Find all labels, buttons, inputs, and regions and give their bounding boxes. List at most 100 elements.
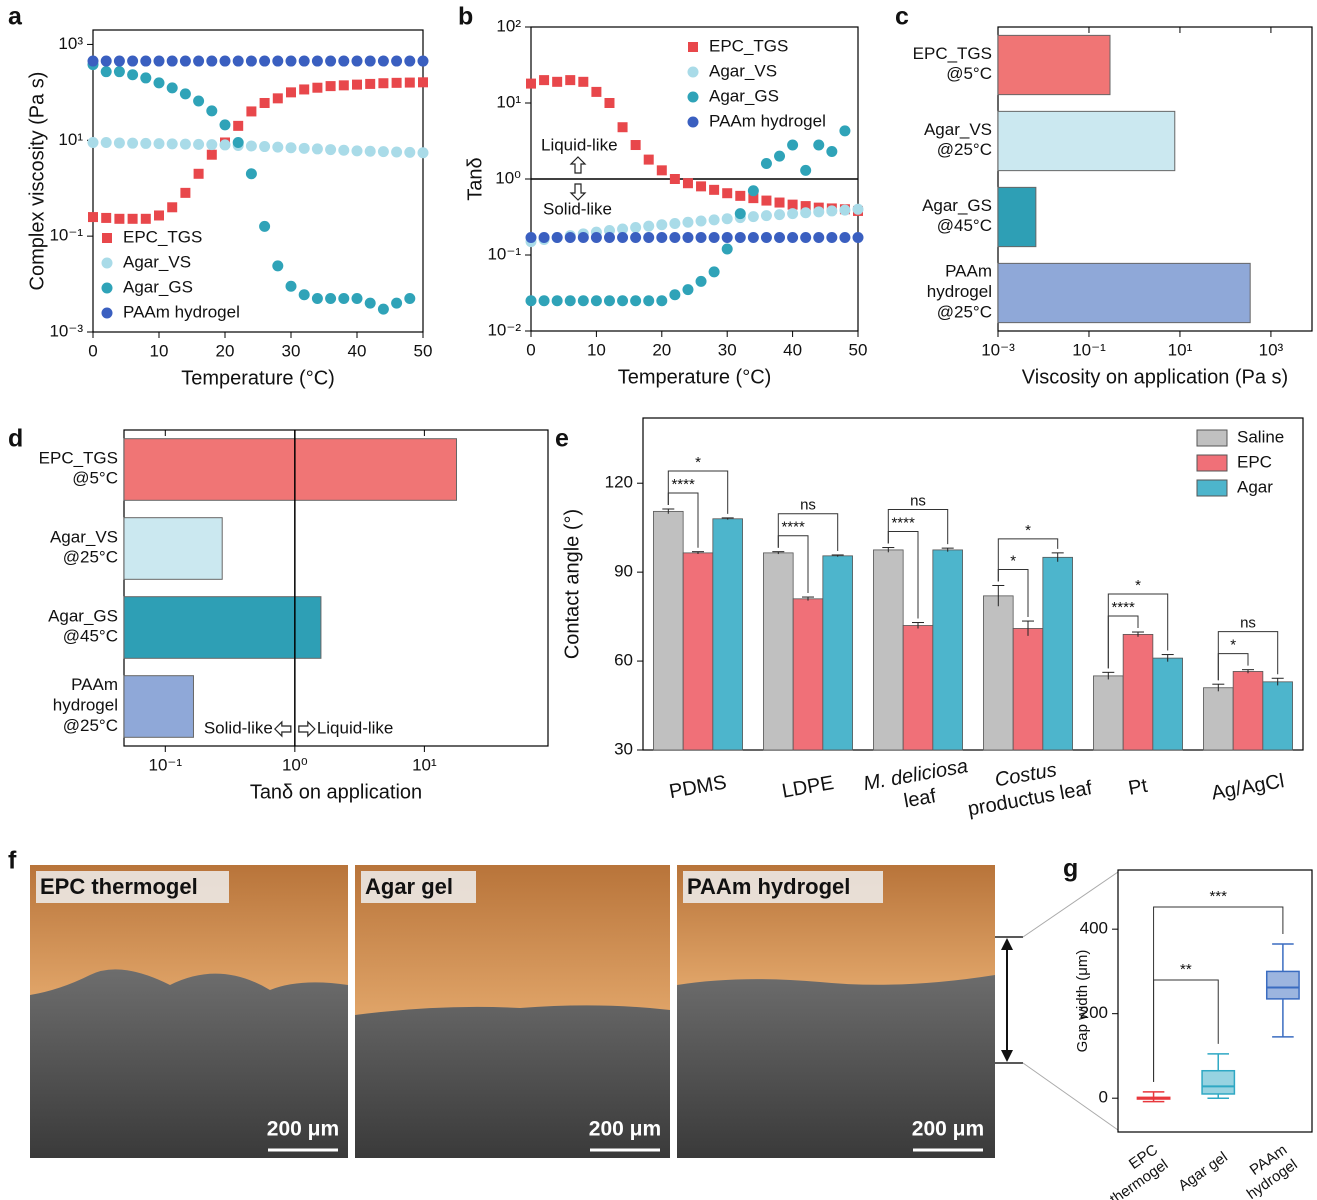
bar <box>1043 557 1073 750</box>
x-tick-label: 10⁻¹ <box>1072 340 1106 359</box>
data-point <box>391 146 402 157</box>
data-point <box>233 121 243 131</box>
data-point <box>630 232 641 243</box>
x-tick-label: 10 <box>150 341 169 360</box>
x-tick-label: Costusproductus leaf <box>962 754 1094 821</box>
data-point <box>154 138 165 149</box>
x-tick-label: 10⁰ <box>282 755 308 774</box>
x-tick-label: Ag/AgCl <box>1210 770 1286 804</box>
data-point <box>591 295 602 306</box>
data-point <box>114 137 125 148</box>
legend-marker <box>102 258 113 269</box>
text-line: PAAm <box>945 262 992 281</box>
data-point <box>617 295 628 306</box>
data-point <box>526 232 537 243</box>
data-point <box>352 80 362 90</box>
significance-label: **** <box>891 515 915 532</box>
data-point <box>88 137 99 148</box>
significance-label: ns <box>910 493 926 510</box>
data-point <box>839 205 850 216</box>
x-tick-label: 0 <box>526 340 535 359</box>
panel-label: d <box>8 425 23 453</box>
data-point <box>206 56 217 67</box>
data-point <box>338 293 349 304</box>
data-point <box>643 232 654 243</box>
legend-label: Saline <box>1237 427 1284 446</box>
bar <box>998 263 1250 322</box>
y-tick-label: Agar_VS@25°C <box>50 528 118 567</box>
data-point <box>180 188 190 198</box>
data-point <box>813 140 824 151</box>
data-point <box>154 210 164 220</box>
data-point <box>683 178 693 188</box>
significance-bracket <box>1154 980 1219 1082</box>
data-point <box>800 232 811 243</box>
x-tick-label: 10⁻³ <box>981 340 1015 359</box>
bar <box>1123 634 1153 750</box>
data-point <box>338 145 349 156</box>
data-point <box>246 140 257 151</box>
y-tick-label: 10³ <box>58 34 83 53</box>
data-point <box>391 298 402 309</box>
legend-label: PAAm hydrogel <box>123 302 240 321</box>
data-point <box>682 217 693 228</box>
data-point <box>813 206 824 217</box>
significance-label: ns <box>1240 615 1256 632</box>
data-point <box>220 119 231 130</box>
data-point <box>286 56 297 67</box>
data-point <box>127 138 138 149</box>
data-point <box>748 211 759 222</box>
x-axis-title: Temperature (°C) <box>618 366 772 388</box>
data-point <box>259 221 270 232</box>
x-tick-label: 30 <box>718 340 737 359</box>
data-point <box>669 232 680 243</box>
scale-bar-label: 200 μm <box>267 1118 339 1141</box>
text-line: leaf <box>902 785 938 812</box>
bar <box>793 599 823 750</box>
legend-label: EPC <box>1237 452 1272 471</box>
text-line: EPC_TGS <box>913 44 992 63</box>
data-point <box>735 232 746 243</box>
panel-label: e <box>555 425 569 453</box>
data-point <box>365 146 376 157</box>
hollow-arrow <box>571 184 585 200</box>
micrograph-label: Agar gel <box>365 874 453 899</box>
text-line: @25°C <box>937 303 992 322</box>
x-tick-label: PAAmhydrogel <box>1233 1141 1300 1200</box>
data-point <box>735 208 746 219</box>
data-point <box>114 66 125 77</box>
data-point <box>365 56 376 67</box>
data-point <box>352 145 363 156</box>
x-tick-label: 10¹ <box>412 755 437 774</box>
data-point <box>631 140 641 150</box>
data-point <box>630 222 641 233</box>
x-tick-label: 10 <box>587 340 606 359</box>
data-point <box>260 98 270 108</box>
data-point <box>378 78 388 88</box>
y-tick-label: EPC_TGS@5°C <box>39 449 118 488</box>
significance-label: **** <box>781 519 805 536</box>
data-point <box>565 232 576 243</box>
bar <box>124 518 222 580</box>
data-point <box>774 232 785 243</box>
data-point <box>722 213 733 224</box>
data-point <box>246 168 257 179</box>
micrograph-label: PAAm hydrogel <box>687 874 850 899</box>
bar <box>124 676 193 738</box>
y-tick-label: Agar_VS@25°C <box>924 120 992 159</box>
data-point <box>682 232 693 243</box>
bar <box>1093 676 1123 750</box>
y-tick-label: 30 <box>614 739 633 758</box>
significance-label: **** <box>671 476 695 493</box>
data-point <box>709 266 720 277</box>
data-point <box>180 88 191 99</box>
data-point <box>552 77 562 87</box>
legend-swatch <box>1197 430 1227 446</box>
x-tick-label: 50 <box>414 341 433 360</box>
y-tick-label: EPC_TGS@5°C <box>913 44 992 83</box>
data-point <box>670 174 680 184</box>
data-point <box>246 106 256 116</box>
data-point <box>392 78 402 88</box>
x-tick-label: 10³ <box>1259 340 1284 359</box>
text-line: Agar_VS <box>924 120 992 139</box>
